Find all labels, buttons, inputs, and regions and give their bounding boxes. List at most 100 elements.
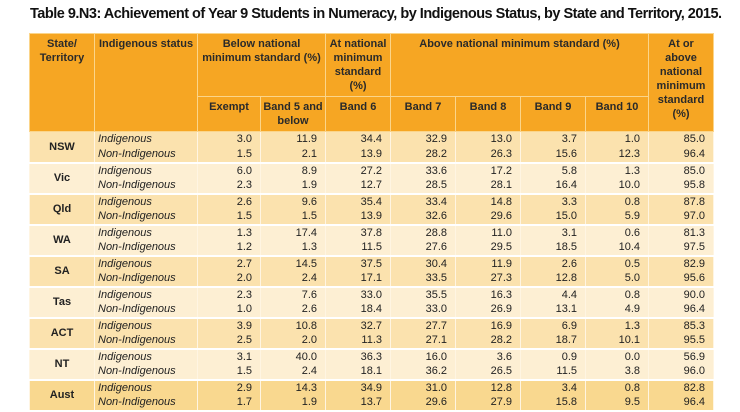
non-indigenous-value: 11.5 xyxy=(556,365,577,377)
value-cell: 85.0 95.8 xyxy=(648,162,714,195)
indigenous-value: 7.6 xyxy=(301,288,317,301)
indigenous-value: 1.3 xyxy=(624,164,640,177)
indigenous-value: 11.9 xyxy=(491,257,512,270)
non-indigenous-value: 5.0 xyxy=(624,272,640,284)
status-indigenous: Indigenous xyxy=(98,257,152,270)
non-indigenous-value: 1.5 xyxy=(236,210,252,222)
indigenous-value: 3.0 xyxy=(236,133,252,146)
status-cell: Indigenous Non-Indigenous xyxy=(94,224,198,257)
status-indigenous: Indigenous xyxy=(98,195,152,208)
value-cell: 35.4 13.9 xyxy=(325,193,391,226)
status-cell: Indigenous Non-Indigenous xyxy=(94,348,198,381)
value-cell: 2.9 1.7 xyxy=(197,379,261,412)
value-cell: 2.3 1.0 xyxy=(197,286,261,319)
value-cell: 28.8 27.6 xyxy=(390,224,456,257)
indigenous-value: 10.8 xyxy=(295,319,317,332)
state-cell: NT xyxy=(29,348,95,381)
value-cell: 14.5 2.4 xyxy=(260,255,326,288)
header-exempt: Exempt xyxy=(197,96,261,132)
value-cell: 0.8 9.5 xyxy=(585,379,649,412)
indigenous-value: 1.0 xyxy=(624,133,640,146)
header-status: Indigenous status xyxy=(94,33,198,132)
table-row: Vic Indigenous Non-Indigenous 6.0 2.3 8.9 1.9 2… xyxy=(29,162,714,195)
indigenous-value: 16.9 xyxy=(490,319,512,332)
non-indigenous-value: 96.4 xyxy=(683,147,705,160)
value-cell: 33.4 32.6 xyxy=(390,193,456,226)
indigenous-value: 2.7 xyxy=(236,257,252,270)
value-cell: 6.0 2.3 xyxy=(197,162,261,195)
non-indigenous-value: 10.0 xyxy=(618,179,640,191)
value-cell: 0.9 11.5 xyxy=(520,348,586,381)
non-indigenous-value: 33.0 xyxy=(425,303,447,315)
non-indigenous-value: 36.2 xyxy=(425,365,447,377)
non-indigenous-value: 13.1 xyxy=(555,303,577,315)
indigenous-value: 3.3 xyxy=(561,195,577,208)
value-cell: 90.0 96.4 xyxy=(648,286,714,319)
value-cell: 9.6 1.5 xyxy=(260,193,326,226)
status-cell: Indigenous Non-Indigenous xyxy=(94,131,198,164)
value-cell: 34.9 13.7 xyxy=(325,379,391,412)
indigenous-value: 2.9 xyxy=(236,381,252,394)
indigenous-value: 90.0 xyxy=(683,288,705,301)
indigenous-value: 34.9 xyxy=(360,381,382,394)
indigenous-value: 27.2 xyxy=(360,164,382,177)
indigenous-value: 35.4 xyxy=(360,195,382,208)
table-row: ACT Indigenous Non-Indigenous 3.9 2.5 10.8 2.0… xyxy=(29,317,714,350)
indigenous-value: 0.8 xyxy=(624,195,640,208)
value-cell: 2.7 2.0 xyxy=(197,255,261,288)
non-indigenous-value: 2.3 xyxy=(236,179,252,191)
non-indigenous-value: 1.0 xyxy=(236,303,252,315)
non-indigenous-value: 18.4 xyxy=(360,303,382,315)
value-cell: 81.3 97.5 xyxy=(648,224,714,257)
value-cell: 36.3 18.1 xyxy=(325,348,391,381)
value-cell: 14.3 1.9 xyxy=(260,379,326,412)
non-indigenous-value: 13.7 xyxy=(360,396,382,408)
indigenous-value: 0.5 xyxy=(624,257,640,270)
indigenous-value: 27.7 xyxy=(425,319,447,332)
indigenous-value: 32.9 xyxy=(425,133,447,146)
non-indigenous-value: 28.2 xyxy=(490,334,512,346)
non-indigenous-value: 2.4 xyxy=(301,272,317,284)
status-non-indigenous: Non-Indigenous xyxy=(98,241,176,253)
table-title: Table 9.N3: Achievement of Year 9 Studen… xyxy=(30,6,722,22)
value-cell: 13.0 26.3 xyxy=(455,131,521,164)
non-indigenous-value: 96.4 xyxy=(683,396,705,408)
state-cell: SA xyxy=(29,255,95,288)
non-indigenous-value: 11.5 xyxy=(361,241,382,253)
value-cell: 3.7 15.6 xyxy=(520,131,586,164)
state-cell: WA xyxy=(29,224,95,257)
header-band6: Band 6 xyxy=(325,96,391,132)
state-cell: ACT xyxy=(29,317,95,350)
value-cell: 33.0 18.4 xyxy=(325,286,391,319)
status-non-indigenous: Non-Indigenous xyxy=(98,365,176,377)
non-indigenous-value: 26.5 xyxy=(490,365,512,377)
non-indigenous-value: 5.9 xyxy=(624,210,640,222)
indigenous-value: 16.3 xyxy=(490,288,512,301)
status-indigenous: Indigenous xyxy=(98,133,152,146)
non-indigenous-value: 32.6 xyxy=(425,210,447,222)
non-indigenous-value: 16.4 xyxy=(555,179,577,191)
value-cell: 3.9 2.5 xyxy=(197,317,261,350)
non-indigenous-value: 28.5 xyxy=(425,179,447,191)
value-cell: 10.8 2.0 xyxy=(260,317,326,350)
non-indigenous-value: 13.9 xyxy=(360,147,382,160)
non-indigenous-value: 18.5 xyxy=(555,241,577,253)
status-non-indigenous: Non-Indigenous xyxy=(98,334,176,346)
non-indigenous-value: 27.3 xyxy=(490,272,512,284)
indigenous-value: 1.3 xyxy=(624,319,640,332)
status-indigenous: Indigenous xyxy=(98,381,152,394)
non-indigenous-value: 29.5 xyxy=(490,241,512,253)
value-cell: 30.4 33.5 xyxy=(390,255,456,288)
indigenous-value: 6.0 xyxy=(236,164,252,177)
status-non-indigenous: Non-Indigenous xyxy=(98,272,176,284)
value-cell: 37.5 17.1 xyxy=(325,255,391,288)
value-cell: 3.0 1.5 xyxy=(197,131,261,164)
indigenous-value: 0.8 xyxy=(624,381,640,394)
non-indigenous-value: 97.0 xyxy=(683,210,705,222)
value-cell: 3.3 15.0 xyxy=(520,193,586,226)
value-cell: 0.5 5.0 xyxy=(585,255,649,288)
indigenous-value: 37.5 xyxy=(360,257,382,270)
status-indigenous: Indigenous xyxy=(98,226,152,239)
indigenous-value: 14.8 xyxy=(490,195,512,208)
non-indigenous-value: 1.5 xyxy=(236,365,252,377)
